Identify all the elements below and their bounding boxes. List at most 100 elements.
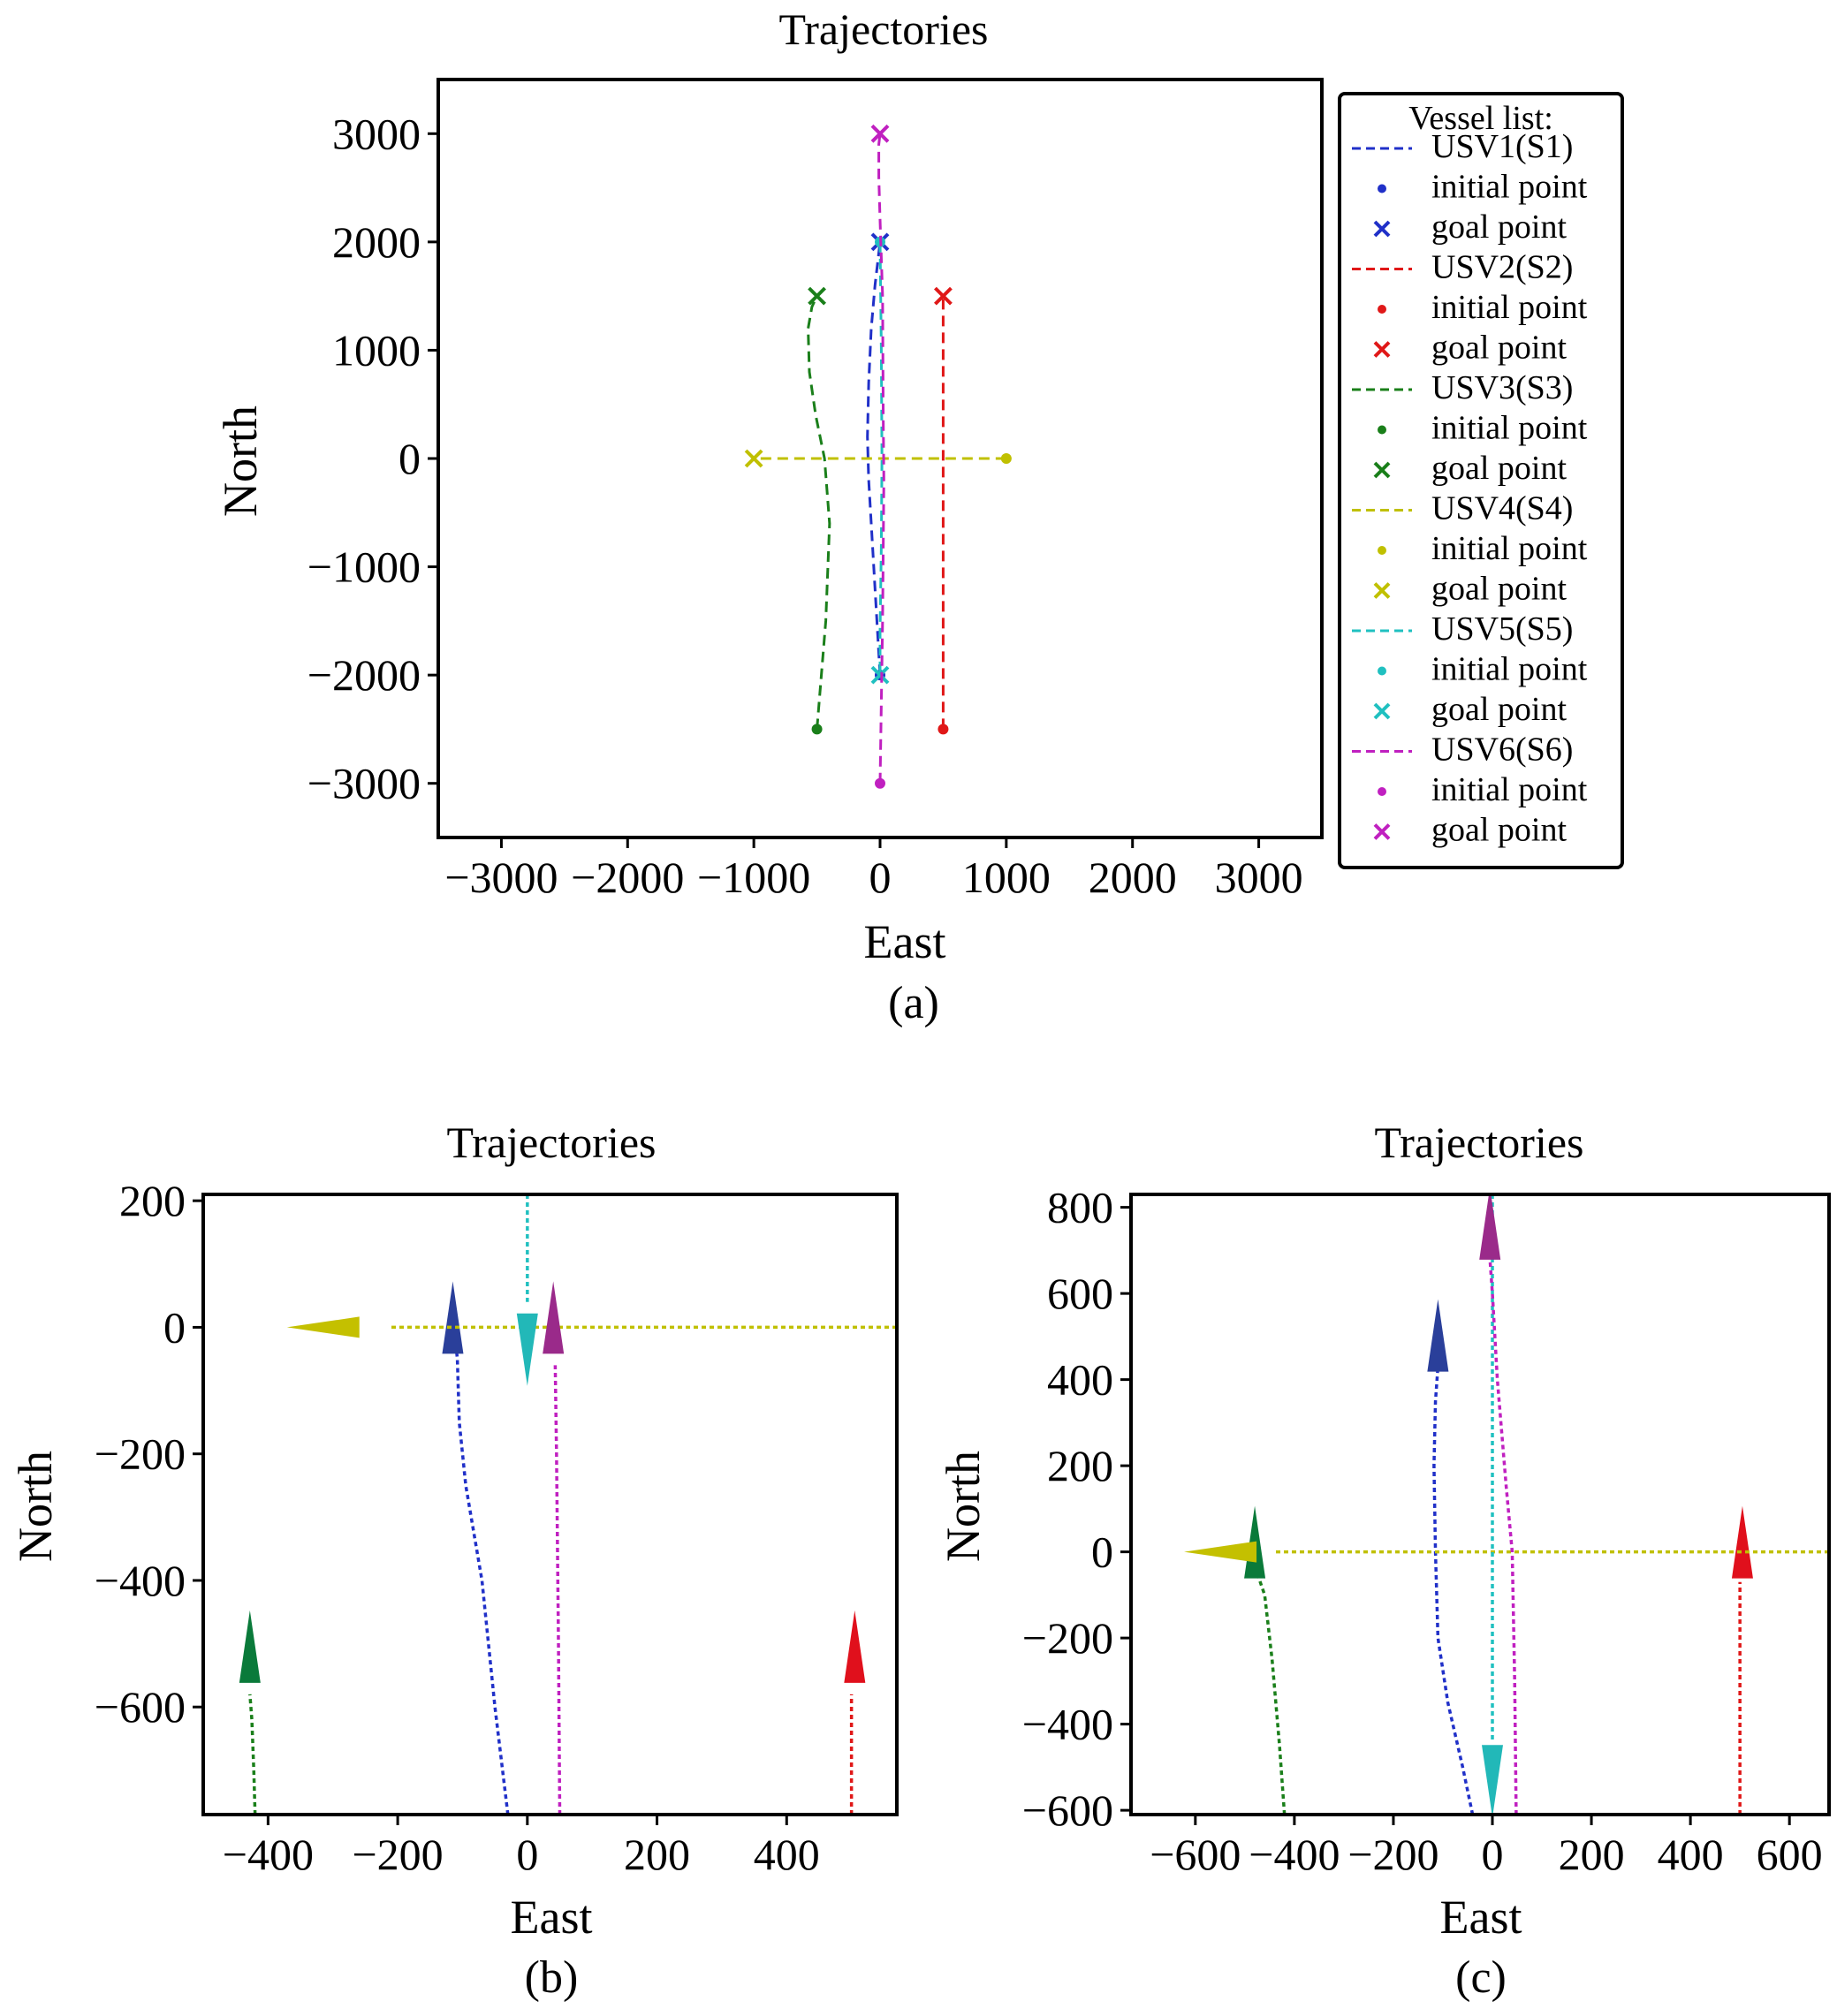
y-tick-label: −400	[95, 1556, 186, 1605]
goal-point-usv2	[934, 286, 953, 306]
series-group	[1184, 1194, 1829, 1815]
trajectory-usv3	[1256, 1573, 1287, 1815]
y-tick-label: 200	[119, 1176, 186, 1225]
y-tick-label: −1000	[307, 542, 421, 592]
vessel-legend: Vessel list: USV1(S1) initial point goal p…	[1338, 92, 1624, 869]
vessel-arrow-usv5	[516, 1313, 538, 1386]
y-tick-label: 0	[1091, 1527, 1113, 1577]
y-tick-label: −200	[95, 1429, 186, 1479]
legend-series-label: USV4(S4)	[1431, 490, 1573, 527]
vessel-arrow-usv3	[239, 1610, 261, 1683]
y-tick-label: −600	[1022, 1785, 1113, 1835]
y-tick-label: 800	[1047, 1183, 1113, 1232]
trajectory-usv3	[807, 295, 831, 730]
y-tick-label: −2000	[307, 650, 421, 700]
legend-goal-marker	[1373, 220, 1391, 238]
x-tick-label: 400	[754, 1830, 820, 1879]
y-tick-label: −3000	[307, 759, 421, 808]
panel-c: Trajectories −600 −400 −200 0 200 400 600−600−…	[937, 1118, 1831, 2003]
trajectory-usv6	[1488, 1258, 1518, 1815]
x-tick-label: 3000	[1215, 853, 1303, 902]
legend-initial-marker	[1378, 787, 1386, 796]
x-tick-label: 400	[1658, 1830, 1724, 1879]
vessel-arrow-usv6	[543, 1281, 565, 1354]
x-tick-label: 2000	[1089, 853, 1177, 902]
panel-b-plot-area: −400 −200 0 200 400 −600 −400 −200 0 200	[95, 1176, 899, 1879]
panel-c-title: Trajectories	[1375, 1118, 1584, 1167]
panel-a-title: Trajectories	[779, 4, 989, 54]
legend-initial-marker	[1378, 425, 1386, 435]
panel-b-xlabel: East	[511, 1891, 593, 1944]
legend-goal-label: goal point	[1431, 571, 1567, 608]
legend-initial-label: initial point	[1431, 169, 1588, 206]
legend-initial-label: initial point	[1431, 289, 1588, 326]
panel-a-xlabel: East	[864, 915, 946, 968]
legend-initial-label: initial point	[1431, 651, 1588, 688]
x-tick-label: 200	[1559, 1830, 1625, 1879]
axes-frame	[201, 1193, 899, 1816]
panel-a-caption: (a)	[888, 978, 939, 1028]
legend-frame	[1338, 92, 1624, 869]
legend-goal-marker	[1373, 582, 1391, 599]
y-tick-label: 1000	[332, 325, 421, 375]
x-tick-label: −200	[352, 1830, 443, 1879]
trajectory-usv1	[1432, 1366, 1475, 1815]
trajectory-usv6	[877, 133, 885, 784]
vessel-arrow-usv5	[1482, 1745, 1504, 1815]
legend-series-label: USV6(S6)	[1431, 731, 1573, 769]
series-group	[744, 124, 1012, 789]
legend-goal-marker	[1373, 461, 1391, 479]
panel-b: Trajectories −400 −200 0 200 400 −600 −400 −200…	[9, 1118, 899, 2003]
panel-a-plot-area: −3000 −2000 −1000 0 1000 2000 3000 −3000 −2000 −1…	[307, 78, 1324, 902]
legend-goal-marker	[1373, 702, 1391, 720]
y-tick-label: 3000	[332, 109, 421, 158]
x-tick-label: −2000	[571, 853, 684, 902]
x-tick-label: −200	[1347, 1830, 1438, 1879]
initial-point-usv6	[875, 777, 885, 789]
panel-c-plot-area: −600 −400 −200 0 200 400 600−600−400−200020040…	[1022, 1183, 1831, 1879]
vessel-arrow-usv4	[286, 1316, 360, 1338]
legend-initial-marker	[1378, 184, 1386, 193]
x-tick-label: −400	[1249, 1830, 1340, 1879]
x-tick-label: −400	[223, 1830, 314, 1879]
y-tick-label: −200	[1022, 1613, 1113, 1663]
legend-series-label: USV2(S2)	[1431, 249, 1573, 286]
goal-point-usv3	[808, 286, 826, 306]
y-tick-label: 600	[1047, 1269, 1113, 1318]
panel-b-caption: (b)	[525, 1952, 579, 2003]
x-tick-label: 0	[869, 853, 892, 902]
vessel-arrow-usv1	[442, 1281, 464, 1354]
vessel-arrow-usv2	[1731, 1505, 1753, 1579]
trajectory-usv1	[866, 241, 882, 676]
legend-series-label: USV3(S3)	[1431, 369, 1573, 406]
legend-title: Vessel list:	[1408, 100, 1553, 137]
x-tick-label: 200	[624, 1830, 690, 1879]
goal-point-usv6	[870, 124, 890, 143]
panel-b-title: Trajectories	[447, 1118, 657, 1167]
x-tick-label: 0	[516, 1830, 538, 1879]
x-tick-label: −600	[1150, 1830, 1241, 1879]
legend-goal-marker	[1373, 823, 1391, 840]
legend-initial-marker	[1378, 305, 1386, 314]
series-group	[239, 1194, 897, 1815]
legend-initial-label: initial point	[1431, 771, 1588, 808]
panel-b-ylabel: North	[9, 1451, 62, 1562]
y-tick-label: 0	[163, 1302, 186, 1352]
legend-series-label: USV1(S1)	[1431, 128, 1573, 165]
legend-goal-label: goal point	[1431, 330, 1567, 367]
panel-a: Trajectories −3000 −2000 −1000 0 1000 2000 300…	[214, 4, 1624, 1028]
x-tick-label: 1000	[962, 853, 1051, 902]
legend-initial-marker	[1378, 546, 1386, 555]
panel-c-caption: (c)	[1455, 1952, 1507, 2003]
y-tick-label: −600	[95, 1682, 186, 1732]
goal-point-usv5	[870, 665, 890, 685]
panel-a-ylabel: North	[214, 405, 267, 517]
legend-goal-label: goal point	[1431, 450, 1567, 487]
vessel-arrow-usv4	[1184, 1541, 1257, 1563]
trajectory-usv3	[248, 1694, 257, 1815]
legend-initial-marker	[1378, 666, 1386, 676]
legend-goal-marker	[1373, 341, 1391, 358]
x-tick-label: 0	[1482, 1830, 1504, 1879]
axes-frame	[436, 78, 1324, 839]
y-tick-label: 400	[1047, 1355, 1113, 1405]
